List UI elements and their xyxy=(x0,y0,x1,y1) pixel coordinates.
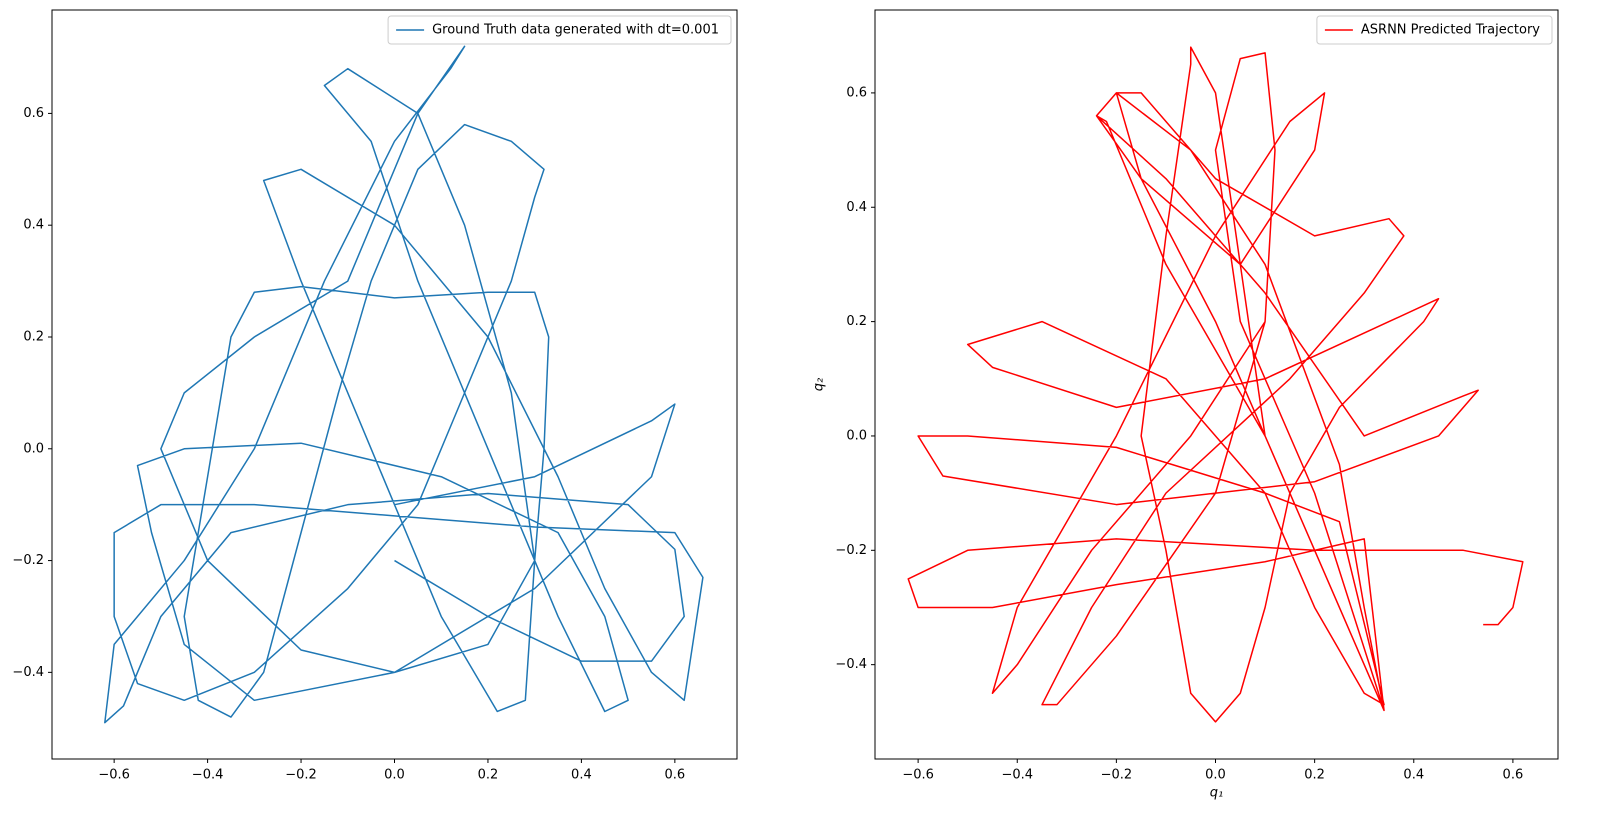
x-tick-label: −0.2 xyxy=(285,768,317,783)
x-tick-label: −0.4 xyxy=(192,768,224,783)
axes-frame xyxy=(874,9,1559,760)
x-tick-label: 0.4 xyxy=(571,768,592,783)
x-tick-label: 0.6 xyxy=(1503,768,1524,783)
legend-box xyxy=(387,15,732,45)
x-tick-label: 0.6 xyxy=(665,768,686,783)
plot-area xyxy=(875,10,1558,759)
y-tick-label: 0.0 xyxy=(23,441,44,456)
legend-box xyxy=(1316,15,1553,45)
y-tick-label: 0.6 xyxy=(23,106,44,121)
x-tick-label: −0.6 xyxy=(98,768,130,783)
y-tick-label: 0.0 xyxy=(846,428,867,443)
x-tick-label: 0.0 xyxy=(384,768,405,783)
y-tick-label: 0.4 xyxy=(846,200,867,215)
y-tick-label: 0.2 xyxy=(846,314,867,329)
y-tick-label: −0.2 xyxy=(12,553,44,568)
y-tick-label: 0.2 xyxy=(23,329,44,344)
x-tick-label: −0.4 xyxy=(1001,768,1033,783)
legend-label: ASRNN Predicted Trajectory xyxy=(1361,23,1540,38)
y-tick-label: 0.4 xyxy=(23,218,44,233)
trajectory-line xyxy=(907,46,1524,723)
x-tick-label: 0.2 xyxy=(1304,768,1325,783)
x-tick-label: −0.2 xyxy=(1101,768,1133,783)
y-tick-label: 0.6 xyxy=(846,85,867,100)
x-axis-label: q₁ xyxy=(1210,786,1223,801)
y-tick-label: −0.4 xyxy=(835,657,867,672)
x-tick-label: 0.4 xyxy=(1403,768,1424,783)
x-tick-label: 0.2 xyxy=(478,768,499,783)
x-tick-label: −0.6 xyxy=(902,768,934,783)
plot-area xyxy=(52,10,737,759)
x-tick-label: 0.0 xyxy=(1205,768,1226,783)
y-tick-label: −0.2 xyxy=(835,543,867,558)
y-tick-label: −0.4 xyxy=(12,665,44,680)
trajectory-line xyxy=(104,45,704,724)
y-axis-label: q₂ xyxy=(812,378,827,391)
legend-label: Ground Truth data generated with dt=0.00… xyxy=(432,23,719,38)
